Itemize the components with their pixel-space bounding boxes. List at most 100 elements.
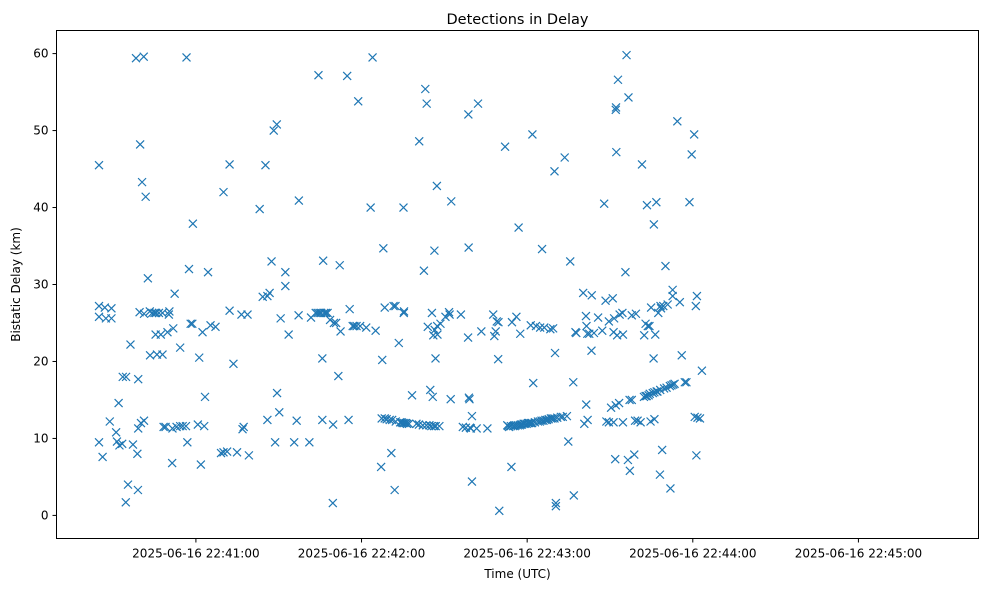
data-point	[304, 437, 314, 447]
data-point	[118, 372, 128, 382]
data-point	[611, 105, 621, 115]
data-point	[178, 421, 188, 431]
data-point	[335, 260, 345, 270]
data-point	[342, 71, 352, 81]
data-point	[482, 424, 492, 433]
data-point	[693, 413, 702, 423]
x-axis-ticks: 2025-06-16 22:41:00 2025-06-16 22:42:00 20…	[132, 538, 922, 561]
data-point	[691, 301, 701, 311]
data-point	[488, 310, 498, 319]
data-point	[690, 412, 700, 422]
data-point	[617, 308, 627, 318]
data-point	[219, 447, 228, 457]
data-point	[551, 501, 561, 511]
data-point	[569, 490, 579, 500]
data-point	[515, 329, 525, 339]
data-point	[562, 411, 572, 421]
data-point	[394, 338, 404, 348]
data-point	[139, 416, 149, 426]
data-point	[426, 421, 436, 431]
data-point	[187, 319, 197, 329]
data-point	[445, 310, 455, 319]
data-point	[336, 327, 345, 336]
data-point	[560, 153, 570, 162]
data-point	[446, 196, 456, 206]
data-point	[651, 197, 661, 207]
data-point	[507, 462, 516, 472]
data-point	[528, 378, 538, 388]
data-point	[319, 308, 329, 318]
data-point	[404, 419, 414, 429]
data-point	[348, 321, 358, 331]
data-point	[645, 389, 655, 399]
data-point	[589, 328, 599, 338]
data-point	[139, 309, 149, 319]
data-point	[441, 312, 450, 322]
data-point	[606, 403, 616, 413]
data-point	[219, 187, 228, 197]
data-point	[181, 421, 191, 431]
data-point	[94, 312, 104, 322]
data-point	[601, 417, 611, 426]
data-point	[548, 323, 558, 333]
data-point	[514, 223, 524, 232]
data-point	[244, 450, 254, 460]
data-point	[238, 424, 247, 434]
chart-title: Detections in Delay	[446, 12, 588, 28]
x-tick-label: 2025-06-16 22:42:00	[298, 547, 425, 561]
data-point	[568, 377, 578, 387]
data-point	[627, 395, 637, 405]
data-point	[550, 166, 559, 176]
data-point	[323, 308, 333, 318]
data-point	[158, 350, 167, 359]
data-point	[656, 301, 665, 311]
data-point	[167, 458, 177, 468]
y-tick-label: 30	[33, 278, 48, 292]
data-point	[618, 417, 628, 427]
data-point	[422, 99, 432, 109]
data-point	[182, 437, 192, 447]
data-point	[601, 296, 610, 306]
data-point	[604, 317, 614, 326]
x-tick-label: 2025-06-16 22:41:00	[132, 547, 259, 561]
data-point	[200, 392, 210, 402]
data-point	[540, 415, 550, 425]
data-point	[691, 450, 701, 460]
data-point	[380, 303, 390, 313]
data-point	[389, 301, 398, 311]
x-tick-label: 2025-06-16 22:44:00	[629, 547, 756, 561]
data-point	[126, 340, 135, 349]
data-point	[565, 256, 575, 266]
data-point	[98, 452, 108, 462]
data-point	[128, 440, 138, 450]
y-tick-label: 20	[33, 354, 48, 368]
data-point	[280, 267, 290, 277]
data-point	[642, 200, 652, 210]
data-point	[399, 203, 408, 212]
data-point	[131, 53, 141, 63]
data-point	[670, 379, 679, 389]
data-point	[657, 445, 667, 455]
data-point	[151, 308, 161, 318]
data-point	[135, 139, 145, 149]
data-point	[611, 147, 621, 157]
data-point	[428, 392, 438, 402]
data-point	[429, 246, 439, 256]
data-point	[582, 321, 591, 331]
data-point	[232, 447, 242, 457]
data-point	[621, 267, 630, 277]
data-point	[631, 309, 641, 319]
data-point	[432, 181, 442, 191]
data-point	[376, 462, 386, 472]
data-point	[472, 424, 482, 433]
data-point	[284, 330, 294, 339]
data-point	[163, 327, 172, 337]
data-point	[593, 313, 603, 323]
data-point	[494, 317, 503, 327]
data-point	[317, 415, 327, 425]
data-point	[431, 353, 440, 363]
data-point	[476, 327, 486, 336]
data-point	[587, 346, 596, 356]
data-point	[599, 199, 609, 209]
y-tick-label: 40	[33, 201, 48, 215]
